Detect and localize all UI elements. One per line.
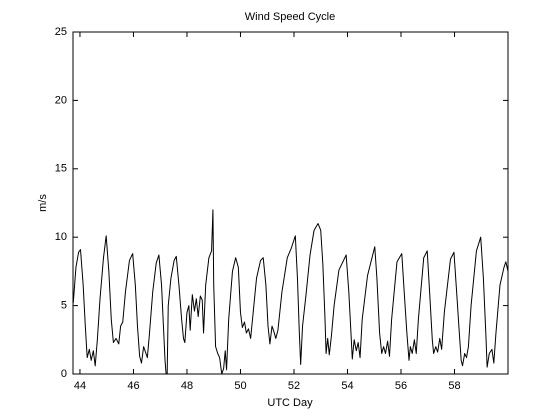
x-tick-label: 50 [234,380,246,392]
y-tick-label: 20 [55,94,67,106]
plot-frame [72,31,509,375]
y-axis-label: m/s [37,194,49,212]
x-tick-label: 44 [74,380,86,392]
wind-speed-line [72,209,509,375]
x-tick-label: 58 [448,380,460,392]
x-tick-label: 52 [288,380,300,392]
x-tick-label: 54 [341,380,353,392]
y-tick-label: 25 [55,26,67,38]
chart-title: Wind Speed Cycle [245,11,336,23]
y-tick-label: 15 [55,163,67,175]
y-tick-label: 5 [61,300,67,312]
x-tick-label: 56 [395,380,407,392]
x-tick-label: 46 [127,380,139,392]
y-tick-label: 10 [55,231,67,243]
x-axis-label: UTC Day [267,397,313,409]
x-tick-label: 48 [181,380,193,392]
y-tick-label: 0 [61,368,67,380]
